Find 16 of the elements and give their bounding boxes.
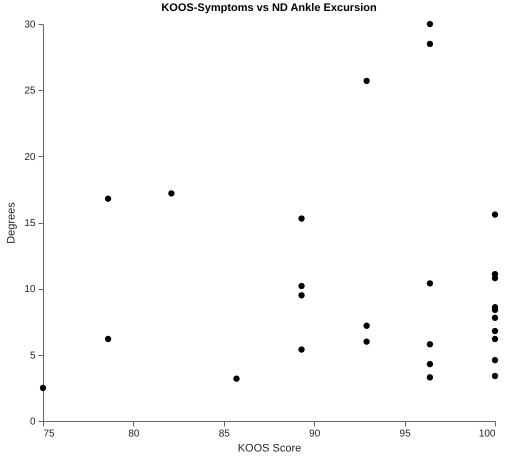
x-tick-label: 100 <box>478 428 496 440</box>
x-tick-label: 85 <box>218 428 230 440</box>
chart-title: KOOS-Symptoms vs ND Ankle Excursion <box>161 2 377 14</box>
y-tick-label: 15 <box>24 218 36 229</box>
x-tick-label: 75 <box>44 428 56 440</box>
x-tick-label: 90 <box>309 428 321 440</box>
y-tick-label: 5 <box>30 350 36 362</box>
y-tick-label: 20 <box>24 152 36 163</box>
y-axis-title: Degrees <box>5 202 18 244</box>
x-tick-label: 80 <box>128 428 140 440</box>
y-tick-label: 10 <box>24 284 36 296</box>
x-tick-label: 95 <box>400 428 412 440</box>
y-tick-label: 0 <box>30 416 36 428</box>
y-tick-label: 30 <box>24 20 36 30</box>
x-axis-title: KOOS Score <box>238 442 302 454</box>
y-tick-label: 25 <box>24 86 36 97</box>
